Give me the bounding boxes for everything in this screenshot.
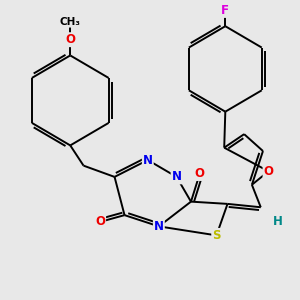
Text: O: O [263,165,274,178]
Text: S: S [212,229,221,242]
Text: H: H [272,215,282,228]
Text: N: N [154,220,164,233]
Text: O: O [195,167,205,180]
Text: F: F [221,4,229,17]
Text: N: N [143,154,153,166]
Text: O: O [65,33,75,46]
Text: N: N [172,170,182,183]
Text: O: O [95,215,105,228]
Text: CH₃: CH₃ [60,17,81,27]
